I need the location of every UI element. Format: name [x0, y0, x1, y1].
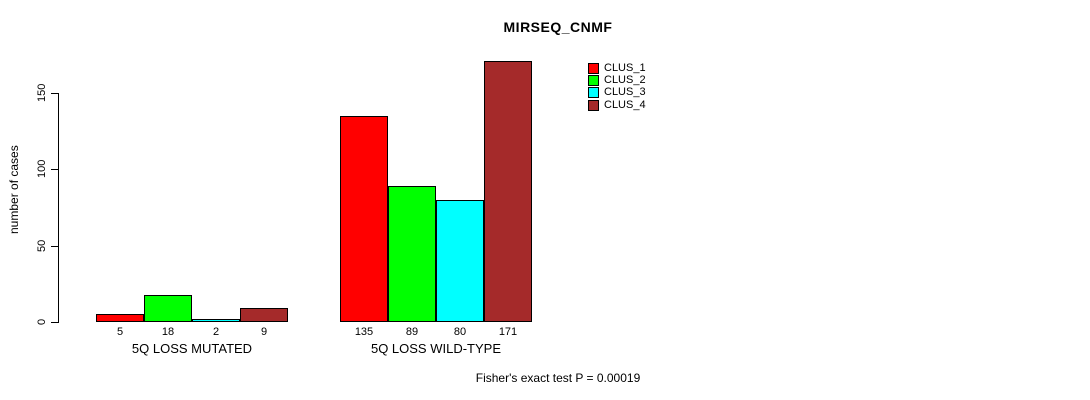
bar-CLUS_3 — [192, 318, 240, 322]
bar-value-label: 171 — [498, 326, 518, 338]
bar-CLUS_1 — [340, 115, 388, 322]
legend-swatch — [588, 62, 599, 74]
legend-item-CLUS_1: CLUS_1 — [588, 62, 646, 74]
bar-CLUS_4 — [240, 308, 288, 322]
x-axis-group-label: 5Q LOSS WILD-TYPE — [370, 341, 502, 356]
bar-CLUS_2 — [388, 186, 436, 322]
legend-label: CLUS_3 — [604, 86, 646, 99]
bar-value-label: 89 — [405, 326, 419, 338]
y-axis-tick-label: 50 — [36, 239, 48, 252]
legend-swatch — [588, 75, 599, 87]
bar-CLUS_4 — [484, 60, 532, 322]
bar-value-label: 2 — [212, 326, 220, 338]
legend-label: CLUS_4 — [604, 98, 646, 111]
legend-label: CLUS_2 — [604, 74, 646, 87]
bar-value-label: 18 — [161, 326, 175, 338]
chart-title: MIRSEQ_CNMF — [503, 19, 613, 35]
bar-value-label: 5 — [116, 326, 124, 338]
y-axis-tick — [51, 322, 58, 323]
y-axis-title: number of cases — [7, 145, 21, 235]
y-axis-tick — [51, 93, 58, 94]
y-axis-line — [58, 93, 59, 323]
bar-CLUS_3 — [436, 199, 484, 322]
bar-CLUS_2 — [144, 294, 192, 322]
legend: CLUS_1 CLUS_2 CLUS_3 CLUS_4 — [588, 62, 646, 112]
legend-swatch — [588, 87, 599, 99]
x-axis-group-label: 5Q LOSS MUTATED — [131, 341, 253, 356]
bar-value-label: 9 — [260, 326, 268, 338]
legend-item-CLUS_4: CLUS_4 — [588, 99, 646, 111]
bar-value-label: 135 — [354, 326, 374, 338]
legend-label: CLUS_1 — [604, 61, 646, 74]
legend-item-CLUS_3: CLUS_3 — [588, 87, 646, 99]
bar-CLUS_1 — [96, 314, 144, 322]
y-axis-tick — [51, 169, 58, 171]
y-axis-tick-label: 0 — [36, 318, 48, 326]
y-axis-tick-label: 150 — [36, 83, 48, 103]
bar-value-label: 80 — [453, 326, 467, 338]
legend-swatch — [588, 99, 599, 111]
y-axis-tick-label: 100 — [36, 160, 48, 179]
annotation-fisher-test: Fisher's exact test P = 0.00019 — [475, 371, 641, 385]
legend-item-CLUS_2: CLUS_2 — [588, 74, 646, 87]
y-axis-tick — [51, 245, 58, 247]
